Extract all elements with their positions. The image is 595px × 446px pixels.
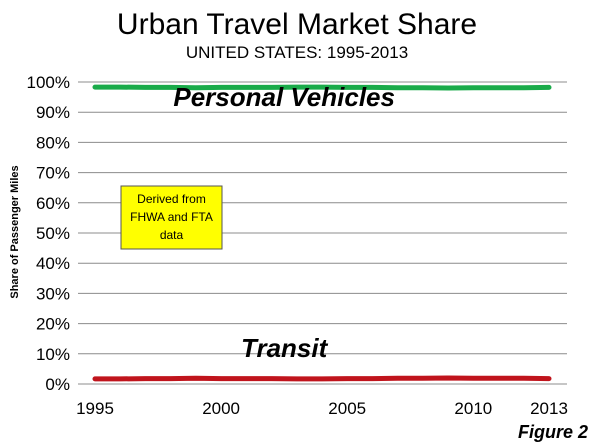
y-tick-label: 100% <box>27 73 70 92</box>
series-line-personal-vehicles <box>92 84 552 91</box>
note-line-1: Derived from <box>137 192 206 206</box>
x-axis-ticks: 1995 2000 2005 2010 2013 <box>76 399 568 418</box>
note-line-3: data <box>160 228 184 242</box>
x-tick-label: 2010 <box>454 399 492 418</box>
note-box: Derived from FHWA and FTA data <box>120 185 223 250</box>
note-box-background <box>120 185 223 250</box>
note-line-2: FHWA and FTA <box>130 210 213 224</box>
x-tick-label: 2000 <box>202 399 240 418</box>
y-tick-label: 0% <box>45 375 70 394</box>
series-lines <box>92 84 552 382</box>
y-tick-label: 10% <box>36 345 70 364</box>
x-tick-label: 1995 <box>76 399 114 418</box>
y-tick-label: 30% <box>36 284 70 303</box>
series-line-transit <box>92 375 552 382</box>
y-axis-label: Share of Passenger Miles <box>9 165 21 298</box>
y-tick-label: 90% <box>36 103 70 122</box>
y-tick-label: 50% <box>36 224 70 243</box>
annotation-transit: Transit <box>241 333 329 363</box>
figure-label: Figure 2 <box>518 422 588 442</box>
y-axis-ticks: 0% 10% 20% 30% 40% 50% 60% 70% 80% 90% 100% <box>27 73 70 394</box>
annotation-personal-vehicles: Personal Vehicles <box>173 82 395 112</box>
x-tick-label: 2005 <box>328 399 366 418</box>
x-tick-label: 2013 <box>530 399 568 418</box>
y-tick-label: 20% <box>36 315 70 334</box>
y-tick-label: 80% <box>36 133 70 152</box>
chart-subtitle: UNITED STATES: 1995-2013 <box>186 43 408 62</box>
y-tick-label: 40% <box>36 254 70 273</box>
y-tick-label: 70% <box>36 164 70 183</box>
chart-title: Urban Travel Market Share <box>117 8 477 41</box>
y-tick-label: 60% <box>36 194 70 213</box>
